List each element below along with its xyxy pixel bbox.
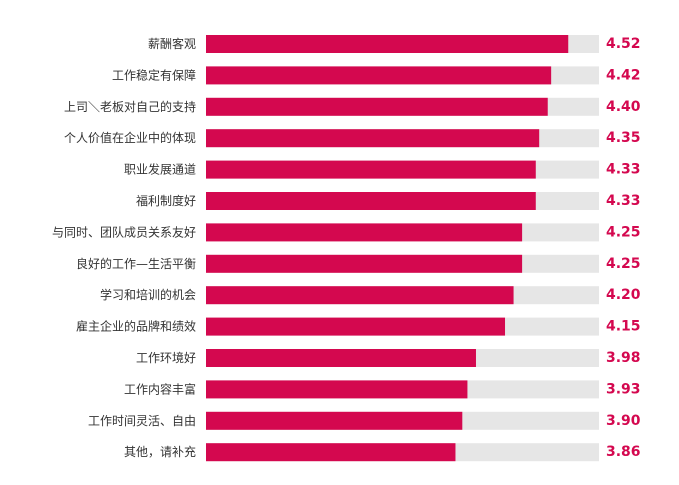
value-label: 4.35 [606,130,641,146]
category-label: 雇主企业的品牌和绩效 [76,319,196,334]
value-label: 4.25 [606,224,641,240]
bar [206,97,548,116]
bar [206,66,552,85]
bar [206,349,476,367]
value-label: 4.40 [606,99,641,115]
category-label: 与同时、团队成员关系友好 [52,224,196,239]
value-label: 4.42 [606,67,641,83]
value-label: 4.15 [606,319,641,335]
value-label: 4.33 [606,193,641,209]
bar [206,35,569,53]
value-label: 4.33 [606,162,641,178]
value-label: 3.93 [606,381,641,397]
category-label: 工作稳定有保障 [112,67,196,82]
bar [206,443,456,462]
value-label: 4.52 [606,36,641,52]
value-label: 4.20 [606,287,641,303]
bar [206,160,536,179]
chart-rows: 薪酬客观 4.52 工作稳定有保障 4.42 上司＼老板对自己的支持 4.40 个人价值在企… [52,35,641,462]
value-label: 3.90 [606,413,641,429]
bar [206,317,506,336]
category-label: 福利制度好 [136,193,196,208]
category-label: 职业发展通道 [124,162,196,177]
category-label: 薪酬客观 [148,36,196,51]
value-label: 4.25 [606,256,641,272]
bar [206,129,540,148]
category-label: 工作环境好 [136,350,196,365]
value-label: 3.86 [606,444,641,460]
bar [206,380,468,399]
bar [206,192,536,210]
bar [206,411,463,430]
category-label: 良好的工作—生活平衡 [76,256,196,271]
category-label: 上司＼老板对自己的支持 [64,99,196,114]
bar [206,254,523,273]
bar [206,223,523,242]
category-label: 个人价值在企业中的体现 [64,130,196,145]
category-label: 学习和培训的机会 [100,287,196,302]
category-label: 工作内容丰富 [124,381,196,396]
bar [206,286,514,305]
category-label: 工作时间灵活、自由 [88,414,196,428]
value-label: 3.98 [606,350,641,366]
category-label: 其他，请补充 [124,444,196,459]
